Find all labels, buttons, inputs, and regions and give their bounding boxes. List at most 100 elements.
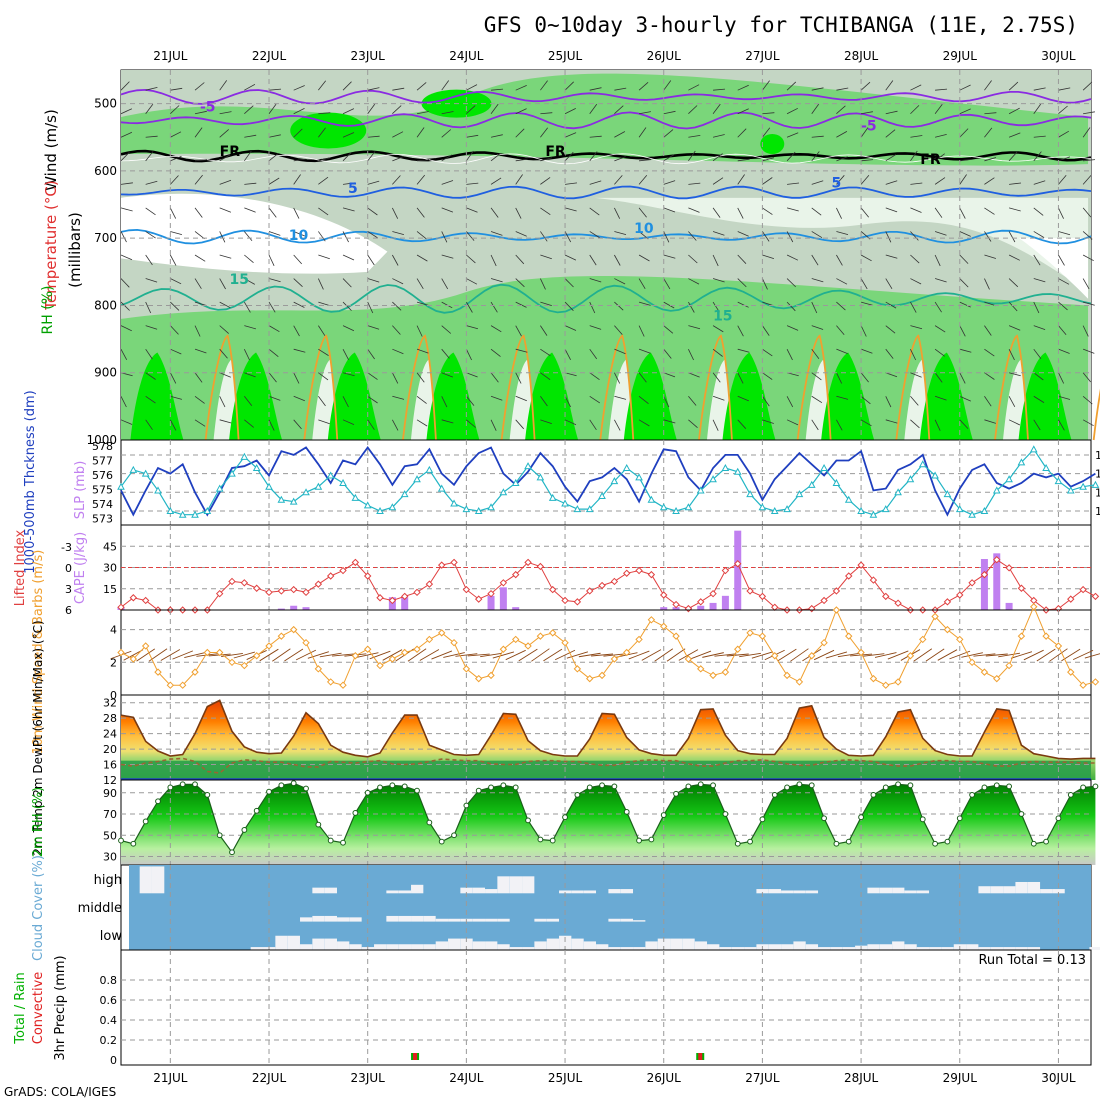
wind-barb [540, 419, 552, 424]
wind-barb [244, 325, 257, 330]
wind-barb [1008, 325, 1021, 331]
precip-convective-label: Convective [31, 972, 46, 1045]
slp-tick-label: 1012 [1095, 505, 1100, 518]
rh-dry-region [594, 197, 1089, 292]
wind-barb [219, 348, 228, 359]
wind-speed-marker [474, 674, 483, 683]
isotherm-label: 5 [348, 181, 358, 197]
wind-barb [688, 105, 698, 115]
wind-barb [959, 231, 971, 237]
run-total-text: Run Total = 0.13 [978, 953, 1086, 968]
wind-barb [566, 651, 589, 659]
wind-barb [910, 349, 917, 361]
isotherm-20 [895, 334, 931, 441]
date-label-top: 23JUL [351, 49, 386, 63]
wind-barb [639, 159, 652, 162]
wind-barb [318, 372, 329, 381]
wind-speed-marker [450, 638, 458, 647]
precip-axis-label: 3hr Precip (mm) [53, 955, 68, 1060]
wind-barb [934, 301, 942, 313]
wind-barb [836, 131, 848, 138]
low-cloud-bar [1027, 947, 1041, 950]
wind-barb [342, 419, 355, 425]
wind-barb [737, 348, 750, 353]
low-cloud-bar [842, 947, 856, 950]
rh-marker [192, 781, 198, 788]
low-cloud-bar [534, 941, 547, 950]
wind-barb [342, 182, 355, 185]
slp-marker [1091, 480, 1100, 488]
wind-barb [737, 84, 749, 91]
wind-barb [589, 207, 600, 216]
wind-barb [367, 180, 380, 185]
wind-speed-marker [610, 655, 619, 663]
wind-barb [194, 419, 206, 427]
low-cloud-bar [287, 935, 300, 950]
wind-barb [1008, 81, 1019, 91]
wind-barb [244, 105, 254, 115]
wind-barb [392, 301, 402, 311]
low-cloud-bar [904, 944, 917, 950]
slp-marker [968, 510, 976, 518]
wind-barb [170, 131, 182, 138]
wind-barb [392, 395, 405, 400]
wind-barb [1082, 254, 1094, 262]
wind-barb [293, 395, 305, 402]
wind-barb [466, 134, 479, 138]
low-cloud-bar [608, 947, 621, 950]
wind-barb [959, 207, 966, 219]
wind-barb [860, 207, 870, 218]
isotherm-20 [796, 334, 832, 441]
wind-barb [1008, 132, 1021, 138]
low-cloud-bar [571, 938, 584, 950]
date-label-bottom: 22JUL [252, 1071, 287, 1085]
wind-barb [145, 419, 153, 430]
wind-speed-marker [215, 648, 224, 657]
high-cloud-bar [990, 886, 1004, 894]
wind-barb [959, 419, 969, 429]
wind-barb [1058, 174, 1067, 185]
wind-speed-marker [437, 629, 446, 637]
wind-barb [578, 652, 601, 658]
wind-barb [318, 419, 330, 425]
wind-barb [416, 159, 430, 162]
low-cloud-bar [793, 941, 806, 950]
wind-barb [318, 157, 331, 162]
wind-barb [638, 278, 646, 290]
wind-barb [589, 372, 600, 381]
cape-bar [672, 607, 680, 610]
wind-barb [194, 82, 205, 91]
wind-barb [589, 278, 602, 283]
wind-barb [268, 325, 280, 333]
lifted-index-marker [1017, 584, 1026, 592]
wind-barb [1083, 159, 1096, 162]
low-cloud-bar [275, 935, 288, 950]
slp-marker [709, 475, 717, 483]
wind-barb [985, 653, 1008, 657]
wind-barb [786, 372, 799, 377]
wind-barb [145, 348, 153, 360]
wind-barb [219, 301, 231, 309]
wind-barb [1033, 348, 1042, 360]
wind-barb [145, 207, 156, 216]
wind-barb [540, 157, 553, 162]
rh-tick-label: 70 [103, 808, 117, 821]
wind-barb [836, 278, 848, 285]
slp-marker [869, 510, 878, 518]
wind-barb [663, 348, 672, 359]
wind-barb [712, 134, 725, 138]
wind-barb [860, 301, 873, 306]
wind-barb [811, 419, 819, 431]
low-cloud-bar [448, 938, 461, 950]
lifted-index-marker [326, 572, 335, 580]
wind-barb [885, 348, 894, 359]
high-cloud-bar [509, 876, 523, 894]
date-label-top: 29JUL [943, 49, 978, 63]
rh-marker [956, 815, 963, 822]
wind-barb [194, 325, 201, 337]
wind-barb [1084, 653, 1100, 659]
wind-barb [293, 174, 301, 185]
wind-barb [543, 648, 563, 662]
lifted-index-marker [993, 555, 1001, 564]
wind-barb [737, 158, 750, 162]
